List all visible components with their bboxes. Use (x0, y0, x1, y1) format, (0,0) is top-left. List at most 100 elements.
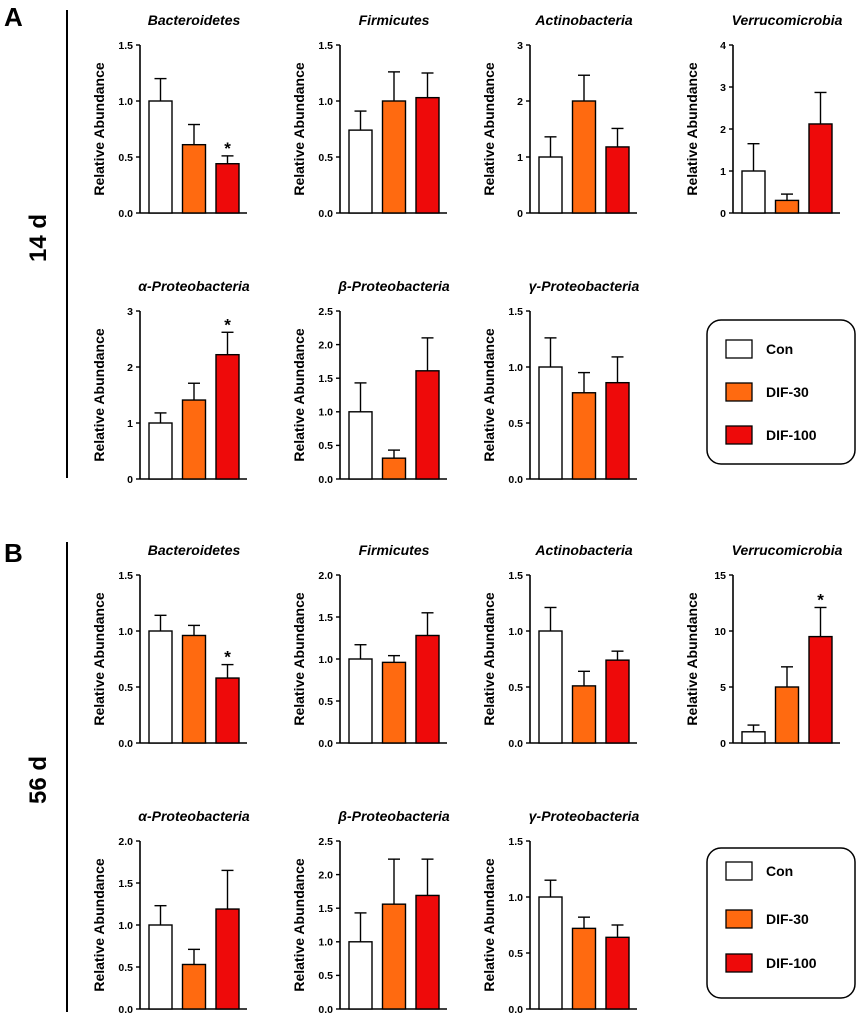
bar-con (148, 422, 173, 480)
chart-a-bacteroidetes: Bacteroidetes Relative Abundance 0.0 0.5 1.0… (91, 12, 247, 220)
bar-dif-100 (415, 894, 440, 1010)
y-tick-label: 2 (720, 124, 726, 136)
y-tick-label: 2.5 (318, 836, 333, 848)
y-tick-label: 2.0 (318, 869, 333, 881)
y-tick-label: 1.5 (318, 40, 333, 52)
y-tick-label: 0 (517, 208, 523, 220)
y-tick-label: 1.0 (508, 362, 523, 374)
y-tick-label: 2.0 (318, 570, 333, 582)
chart-title: Verrucomicrobia (732, 12, 843, 28)
y-tick-label: 1.0 (118, 626, 133, 638)
chart-title: Verrucomicrobia (732, 542, 843, 558)
bar-con (348, 658, 373, 744)
chart-title: α-Proteobacteria (138, 808, 250, 824)
y-tick-label: 2 (127, 362, 133, 374)
y-tick-label: 0.0 (118, 1004, 133, 1016)
y-axis-label: Relative Abundance (91, 328, 107, 462)
chart-title: Bacteroidetes (148, 12, 241, 28)
y-axis-label: Relative Abundance (481, 858, 497, 992)
y-tick-label: 10 (714, 626, 726, 638)
y-tick-label: 0.0 (118, 208, 133, 220)
legend-panel-a: Con DIF-30 DIF-100 (706, 319, 856, 465)
y-tick-label: 0 (720, 208, 726, 220)
y-tick-label: 3 (517, 40, 523, 52)
y-tick-label: 0.0 (508, 474, 523, 486)
y-tick-label: 0.5 (318, 152, 333, 164)
panel-b-letter: B (4, 538, 23, 568)
bar-dif-30 (381, 661, 407, 744)
y-axis-label: Relative Abundance (291, 62, 307, 196)
chart-b-proteobacteria: α-Proteobacteria Relative Abundance 0.0 0.5… (91, 808, 250, 1016)
y-axis-label: Relative Abundance (684, 592, 700, 726)
legend-frame (706, 847, 856, 999)
chart-b-proteobacteria: β-Proteobacteria Relative Abundance 0.0 0.5… (291, 808, 450, 1016)
chart-a-actinobacteria: Actinobacteria Relative Abundance 0 1 2 3 (481, 12, 637, 220)
y-tick-label: 0.5 (318, 696, 333, 708)
y-tick-label: 1.5 (508, 570, 523, 582)
y-tick-label: 1.0 (318, 654, 333, 666)
chart-b-verrucomicrobia: Verrucomicrobia Relative Abundance 0 5 10 15 * (684, 542, 843, 750)
y-tick-label: 1.5 (118, 878, 133, 890)
bar-con (148, 630, 173, 744)
bar-dif-100 (215, 353, 240, 480)
chart-title: Bacteroidetes (148, 542, 241, 558)
bar-dif-30 (181, 143, 207, 214)
bar-dif-100 (605, 146, 630, 214)
y-axis-label: Relative Abundance (481, 328, 497, 462)
y-axis-label: Relative Abundance (481, 592, 497, 726)
chart-a-proteobacteria: α-Proteobacteria Relative Abundance 0 1 2 3 * (91, 278, 250, 486)
y-tick-label: 1.0 (118, 96, 133, 108)
y-tick-label: 0.5 (118, 152, 133, 164)
legend-label-dif30: DIF-30 (766, 384, 809, 400)
bar-dif-100 (808, 123, 833, 214)
bar-dif-30 (381, 457, 407, 480)
chart-title: Firmicutes (359, 12, 430, 28)
y-tick-label: 1 (517, 152, 523, 164)
bar-con (538, 156, 563, 214)
significance-mark: * (224, 648, 231, 667)
y-axis-label: Relative Abundance (91, 62, 107, 196)
bar-con (348, 941, 373, 1010)
panel-a-letter: A (4, 2, 23, 32)
chart-a-proteobacteria: β-Proteobacteria Relative Abundance 0.0 0.5… (291, 278, 450, 486)
chart-title: Firmicutes (359, 542, 430, 558)
bar-dif-30 (181, 634, 207, 744)
y-axis-label: Relative Abundance (91, 858, 107, 992)
y-tick-label: 0.5 (118, 682, 133, 694)
legend-label-con: Con (766, 863, 793, 879)
y-tick-label: 0 (720, 738, 726, 750)
bar-dif-30 (774, 686, 800, 744)
bar-con (348, 411, 373, 480)
y-tick-label: 0.5 (118, 962, 133, 974)
bar-con (741, 170, 766, 214)
bar-dif-100 (215, 163, 240, 214)
chart-title: α-Proteobacteria (138, 278, 250, 294)
legend-swatch-con (725, 339, 753, 359)
significance-mark: * (224, 315, 231, 334)
y-tick-label: 2.0 (318, 339, 333, 351)
y-tick-label: 1.0 (508, 626, 523, 638)
y-axis-label: Relative Abundance (481, 62, 497, 196)
y-tick-label: 0.0 (318, 208, 333, 220)
bar-dif-30 (571, 100, 597, 214)
legend-swatch-dif100 (725, 953, 753, 973)
legend-label-dif30: DIF-30 (766, 911, 809, 927)
bar-dif-100 (605, 936, 630, 1010)
y-tick-label: 5 (720, 682, 726, 694)
y-tick-label: 1.5 (118, 40, 133, 52)
bar-con (741, 731, 766, 744)
y-tick-label: 0.5 (318, 970, 333, 982)
y-tick-label: 0.0 (508, 738, 523, 750)
chart-title: γ-Proteobacteria (529, 808, 640, 824)
bar-dif-30 (774, 199, 800, 214)
y-tick-label: 1.5 (508, 836, 523, 848)
bar-con (538, 630, 563, 744)
y-tick-label: 0.5 (508, 948, 523, 960)
y-tick-label: 1.0 (118, 920, 133, 932)
bar-con (538, 896, 563, 1010)
y-tick-label: 0.0 (318, 474, 333, 486)
y-tick-label: 1.0 (318, 407, 333, 419)
y-tick-label: 0 (127, 474, 133, 486)
bar-dif-100 (808, 635, 833, 744)
